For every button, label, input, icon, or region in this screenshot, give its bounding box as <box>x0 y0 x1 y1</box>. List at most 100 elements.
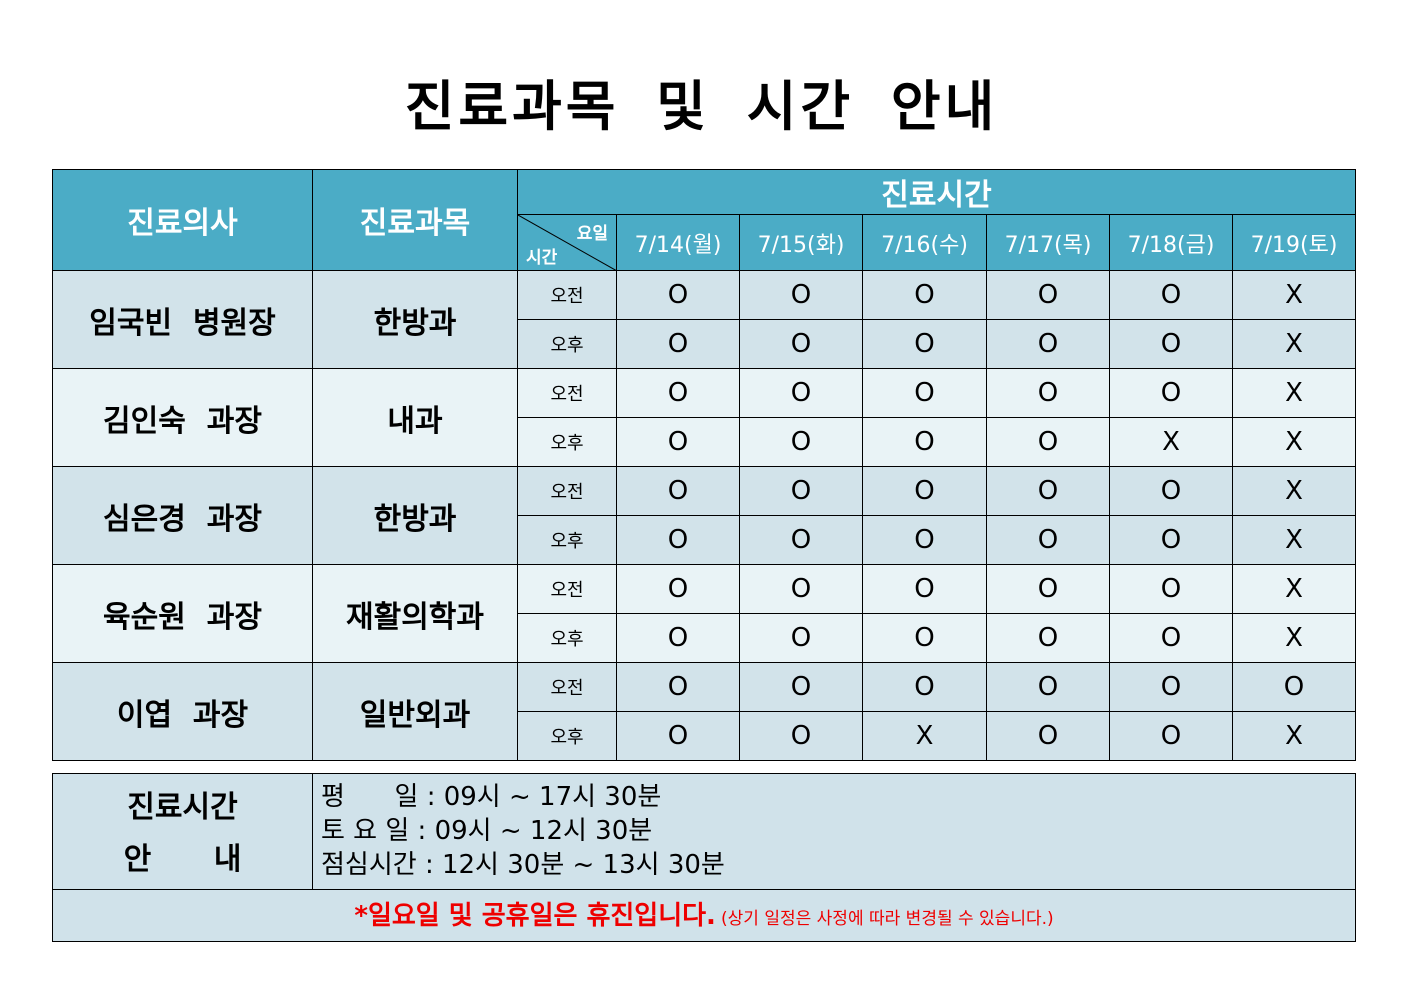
availability-cell: O <box>986 466 1110 516</box>
availability-cell: O <box>986 368 1110 418</box>
time-slot: 오전 <box>517 662 617 712</box>
time-slot: 오후 <box>517 515 617 565</box>
availability-cell: O <box>1109 319 1233 369</box>
table-row: 임국빈 병원장 한방과 오전 O O O O O X <box>52 270 1356 369</box>
availability-cell: O <box>862 613 987 663</box>
availability-cell: X <box>1232 319 1356 369</box>
availability-cell: O <box>862 368 987 418</box>
availability-cell: O <box>862 515 987 565</box>
availability-cell: O <box>616 662 740 712</box>
availability-cell: O <box>1109 711 1233 761</box>
doctor-header: 진료의사 <box>52 169 313 271</box>
doctor-name: 육순원 과장 <box>52 564 313 663</box>
table-row: 오후 O O X O O X <box>53 711 1356 761</box>
hours-info-box: 진료시간 안 내 평 일 : 09시 ~ 17시 30분 토 요 일 : 09시… <box>52 773 1356 942</box>
time-slot: 오전 <box>517 466 617 516</box>
department: 일반외과 <box>312 662 518 761</box>
availability-cell: O <box>986 711 1110 761</box>
availability-cell: O <box>1109 270 1233 320</box>
availability-cell: O <box>739 466 863 516</box>
time-slot: 오전 <box>517 270 617 320</box>
availability-cell: O <box>739 270 863 320</box>
page-title: 진료과목 및 시간 안내 <box>404 75 999 138</box>
doctor-name: 임국빈 병원장 <box>52 270 313 369</box>
availability-cell: O <box>739 613 863 663</box>
date-header: 7/19(토) <box>1232 214 1356 271</box>
hours-info-label: 진료시간 안 내 <box>53 774 313 889</box>
availability-cell: O <box>862 319 987 369</box>
time-slot: 오후 <box>517 319 617 369</box>
availability-cell: O <box>1109 613 1233 663</box>
hours-info-label-2: 안 내 <box>123 842 242 877</box>
availability-cell: O <box>616 417 740 467</box>
availability-cell: O <box>616 270 740 320</box>
holiday-notice-main: *일요일 및 공휴일은 휴진입니다. <box>354 901 716 931</box>
table-row: 김인숙 과장 내과 오전 O O O O O X <box>52 368 1356 467</box>
availability-cell: X <box>1232 417 1356 467</box>
time-label: 시간 <box>526 248 558 268</box>
availability-cell: O <box>739 711 863 761</box>
availability-cell: O <box>986 270 1110 320</box>
availability-cell: O <box>616 564 740 614</box>
availability-cell: X <box>1232 466 1356 516</box>
schedule-table: 진료의사 진료과목 진료시간 요일 시간 7/14(월) 7/15(화) 7/16(… <box>52 169 1356 761</box>
availability-cell: X <box>1232 270 1356 320</box>
department: 재활의학과 <box>312 564 518 663</box>
availability-cell: O <box>862 270 987 320</box>
availability-cell: O <box>986 662 1110 712</box>
availability-cell: O <box>1109 368 1233 418</box>
diagonal-line <box>518 215 617 271</box>
availability-cell: X <box>1232 711 1356 761</box>
table-row: 이엽 과장 일반외과 오전 O O O O O O <box>52 662 1356 761</box>
holiday-notice: *일요일 및 공휴일은 휴진입니다. (상기 일정은 사정에 따라 변경될 수 … <box>53 889 1355 942</box>
availability-cell: O <box>739 417 863 467</box>
availability-cell: O <box>1232 662 1356 712</box>
time-slot: 오전 <box>517 368 617 418</box>
department: 내과 <box>312 368 518 467</box>
availability-cell: O <box>616 368 740 418</box>
availability-cell: O <box>739 662 863 712</box>
availability-cell: O <box>1109 662 1233 712</box>
date-header: 7/14(월) <box>616 214 740 271</box>
date-header: 7/16(수) <box>862 214 987 271</box>
department: 한방과 <box>312 270 518 369</box>
availability-cell: X <box>1232 613 1356 663</box>
availability-cell: X <box>1232 515 1356 565</box>
holiday-notice-sub: (상기 일정은 사정에 따라 변경될 수 있습니다.) <box>721 909 1054 929</box>
availability-cell: O <box>616 319 740 369</box>
availability-cell: O <box>616 613 740 663</box>
time-slot: 오후 <box>517 417 617 467</box>
table-row: 육순원 과장 재활의학과 오전 O O O O O X <box>52 564 1356 663</box>
department: 한방과 <box>312 466 518 565</box>
availability-cell: O <box>862 417 987 467</box>
availability-cell: X <box>1232 564 1356 614</box>
availability-cell: O <box>986 613 1110 663</box>
weekday-hours: 평 일 : 09시 ~ 17시 30분 <box>321 782 662 812</box>
hours-info-lines: 평 일 : 09시 ~ 17시 30분 토 요 일 : 09시 ~ 12시 30… <box>321 780 725 882</box>
availability-cell: O <box>986 515 1110 565</box>
hours-header: 진료시간 <box>517 169 1356 215</box>
table-row: 오후 O O O O X X <box>53 417 1356 467</box>
availability-cell: O <box>616 515 740 565</box>
availability-cell: O <box>739 319 863 369</box>
availability-cell: O <box>862 466 987 516</box>
availability-cell: O <box>739 515 863 565</box>
date-header: 7/18(금) <box>1109 214 1233 271</box>
availability-cell: X <box>1232 368 1356 418</box>
time-slot: 오후 <box>517 613 617 663</box>
time-slot: 오전 <box>517 564 617 614</box>
availability-cell: O <box>1109 564 1233 614</box>
lunch-hours: 점심시간 : 12시 30분 ~ 13시 30분 <box>321 850 725 880</box>
availability-cell: O <box>1109 466 1233 516</box>
date-header: 7/15(화) <box>739 214 863 271</box>
table-row: 심은경 과장 한방과 오전 O O O O O X <box>52 466 1356 565</box>
saturday-hours: 토 요 일 : 09시 ~ 12시 30분 <box>321 816 653 846</box>
doctor-name: 김인숙 과장 <box>52 368 313 467</box>
availability-cell: X <box>862 711 987 761</box>
availability-cell: O <box>616 711 740 761</box>
doctor-name: 이엽 과장 <box>52 662 313 761</box>
doctor-name: 심은경 과장 <box>52 466 313 565</box>
availability-cell: O <box>986 319 1110 369</box>
availability-cell: O <box>1109 515 1233 565</box>
availability-cell: O <box>739 564 863 614</box>
